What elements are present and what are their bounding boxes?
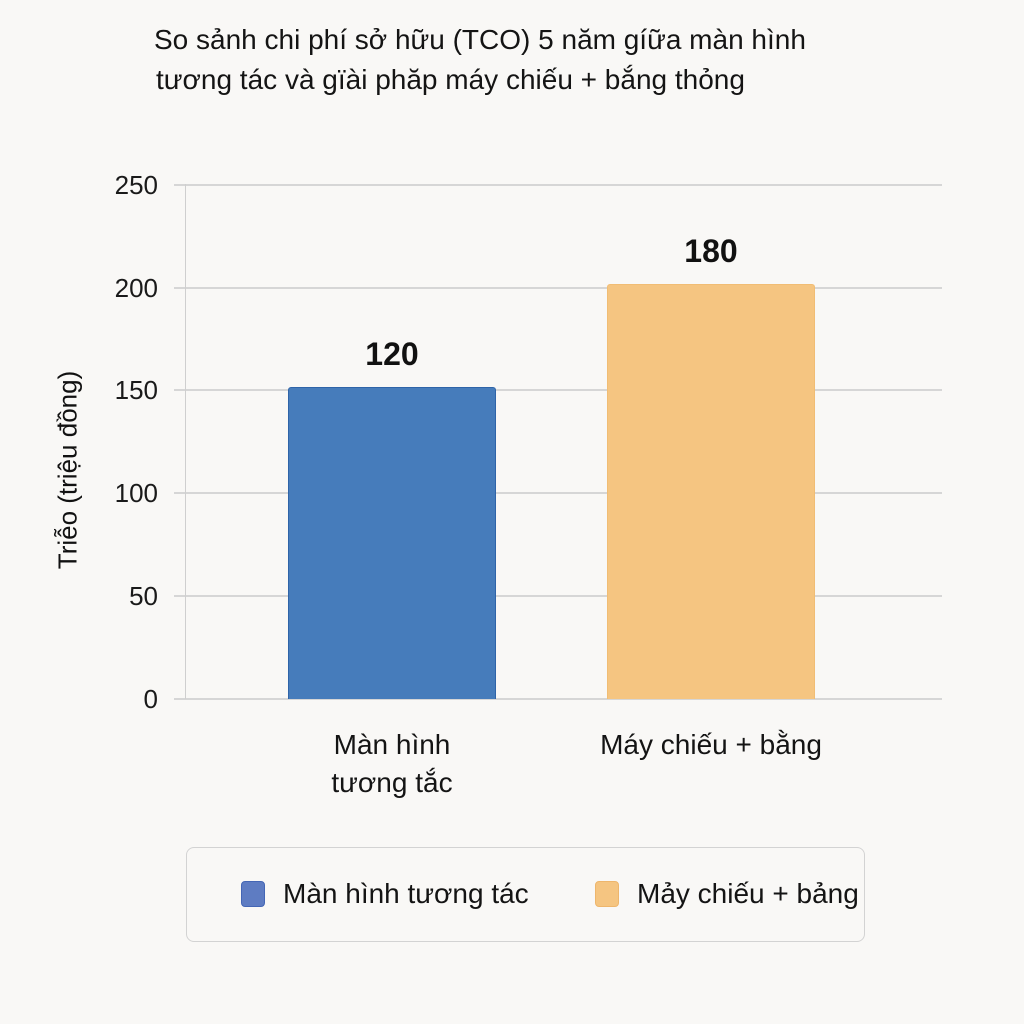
y-axis-line [185, 184, 186, 699]
y-tick-250: 250 [114, 170, 158, 200]
chart-title-line-2: tương tác và gïài phăp máy chiếu + bắng … [156, 64, 745, 95]
legend-swatch-blue-icon [241, 881, 265, 907]
gridline-100 [174, 492, 942, 494]
x-category-label-1: Màn hình tương tắc [282, 726, 502, 802]
y-tick-0: 0 [143, 684, 158, 714]
value-label-bar-1: 120 [365, 336, 419, 372]
gridline-50 [174, 595, 942, 597]
bar-man-hinh-tuong-tac [288, 387, 496, 699]
gridline-200 [174, 287, 942, 289]
value-label-bar-2: 180 [684, 233, 738, 269]
y-axis-label: Triễo (triệu đồng) [52, 370, 83, 570]
y-tick-100: 100 [114, 478, 158, 508]
legend-item-2: Mảy chiếu + bảng [595, 878, 859, 910]
x-category-label-1-line-1: Màn hình [333, 729, 451, 760]
x-category-label-1-line-2: tương tắc [331, 767, 453, 798]
gridline-150 [174, 389, 942, 391]
y-tick-200: 200 [114, 273, 158, 303]
legend-label-1: Màn hình tương tác [283, 878, 529, 909]
bar-may-chieu-bang [607, 284, 815, 699]
x-category-label-2: Máy chiếu + bằng [571, 726, 851, 764]
gridline-0 [174, 698, 942, 700]
legend: Màn hình tương tác Mảy chiếu + bảng [186, 847, 865, 942]
legend-label-2: Mảy chiếu + bảng [637, 878, 859, 909]
y-tick-50: 50 [129, 581, 158, 611]
legend-swatch-orange-icon [595, 881, 619, 907]
legend-item-1: Màn hình tương tác [241, 878, 529, 910]
chart-title: So sảnh chi phí sở hữu (TCO) 5 năm gíữa … [140, 20, 900, 100]
gridline-250 [174, 184, 942, 186]
y-tick-150: 150 [114, 375, 158, 405]
chart-title-line-1: So sảnh chi phí sở hữu (TCO) 5 năm gíữa … [154, 24, 806, 55]
x-category-label-2-line-1: Máy chiếu + bằng [600, 729, 822, 760]
